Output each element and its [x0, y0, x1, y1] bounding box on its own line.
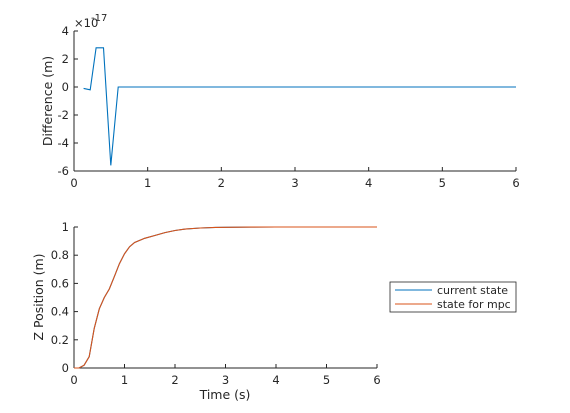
top-y-tick-label: 0	[62, 80, 69, 94]
legend-label-state-for-mpc: state for mpc	[437, 298, 511, 311]
bottom-x-tick-label: 6	[373, 373, 380, 387]
legend-box	[389, 281, 517, 313]
series-line-state-for-mpc	[74, 226, 377, 369]
top-y-axis-label: Difference (m)	[40, 56, 55, 146]
bottom-y-tick-label: 1	[62, 220, 69, 234]
bottom-y-tick-label: 0.2	[51, 333, 69, 347]
series-line-top-series-0	[83, 47, 516, 166]
bottom-x-tick-label: 0	[70, 373, 77, 387]
top-y-tick-label: -4	[58, 136, 69, 150]
top-y-exponent-power: -17	[91, 13, 107, 24]
top-series	[83, 47, 516, 166]
bottom-x-tick-label: 2	[171, 373, 178, 387]
top-ticks: 0 1 2 3 4 5 6 4 2 0 -2 -4 -6	[58, 24, 520, 190]
top-y-tick-label: 4	[62, 24, 69, 38]
bottom-x-axis-label: Time (s)	[199, 387, 251, 402]
top-x-tick-label: 5	[439, 176, 446, 190]
legend-label-current-state: current state	[437, 284, 508, 297]
top-x-tick-label: 4	[365, 176, 372, 190]
bottom-series	[74, 226, 377, 369]
bottom-axes: 0 1 2 3 4 5 6 1 0.8 0.6 0.4 0.2 0 Z Position (m) Tim…	[31, 220, 381, 402]
bottom-y-tick-label: 0	[62, 361, 69, 375]
top-x-tick-label: 1	[144, 176, 151, 190]
top-y-tick-label: -6	[58, 164, 69, 178]
top-x-tick-label: 0	[70, 176, 77, 190]
bottom-x-tick-label: 5	[323, 373, 330, 387]
top-y-tick-label: 2	[62, 52, 69, 66]
bottom-y-tick-label: 0.4	[51, 305, 69, 319]
top-y-exponent-base: ×10	[74, 16, 98, 30]
bottom-ticks: 0 1 2 3 4 5 6 1 0.8 0.6 0.4 0.2 0	[51, 220, 381, 387]
bottom-x-tick-label: 3	[222, 373, 229, 387]
top-axes: 0 1 2 3 4 5 6 4 2 0 -2 -4 -6 ×10 -17 Difference (m)	[40, 13, 520, 190]
series-line-current-state	[74, 226, 377, 369]
bottom-y-tick-label: 0.6	[51, 276, 69, 290]
top-x-tick-label: 2	[218, 176, 225, 190]
top-x-tick-label: 6	[512, 176, 519, 190]
legend: current state state for mpc	[389, 281, 517, 313]
bottom-y-axis-label: Z Position (m)	[31, 253, 46, 340]
bottom-x-tick-label: 4	[272, 373, 279, 387]
bottom-y-tick-label: 0.8	[51, 248, 69, 262]
top-x-tick-label: 3	[291, 176, 298, 190]
bottom-x-tick-label: 1	[121, 373, 128, 387]
top-y-tick-label: -2	[58, 108, 69, 122]
